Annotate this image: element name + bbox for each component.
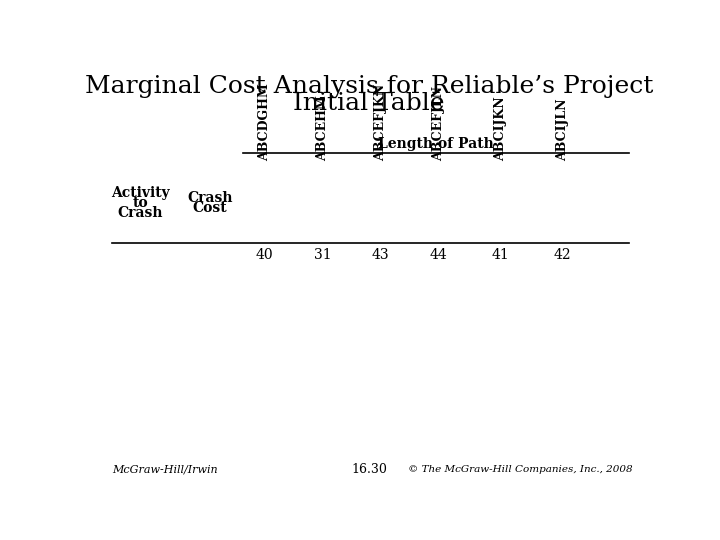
- Text: 31: 31: [314, 248, 331, 262]
- Text: 42: 42: [554, 248, 572, 262]
- Text: Initial Table: Initial Table: [293, 92, 445, 115]
- Text: ABCDGHM: ABCDGHM: [258, 83, 271, 161]
- Text: 43: 43: [372, 248, 390, 262]
- Text: Activity: Activity: [111, 186, 170, 200]
- Text: ABCIJKN: ABCIJKN: [494, 97, 508, 161]
- Text: Cost: Cost: [193, 201, 228, 215]
- Text: ABCEHM: ABCEHM: [316, 95, 329, 161]
- Text: Marginal Cost Analysis for Reliable’s Project: Marginal Cost Analysis for Reliable’s Pr…: [85, 75, 653, 98]
- Text: to: to: [132, 197, 148, 211]
- Text: 41: 41: [492, 248, 510, 262]
- Text: Length of Path: Length of Path: [378, 137, 494, 151]
- Text: McGraw-Hill/Irwin: McGraw-Hill/Irwin: [112, 464, 217, 474]
- Text: ABCIJLN: ABCIJLN: [557, 98, 570, 161]
- Text: 16.30: 16.30: [351, 463, 387, 476]
- Text: 44: 44: [430, 248, 448, 262]
- Text: Crash: Crash: [187, 191, 233, 205]
- Text: 40: 40: [256, 248, 273, 262]
- Text: © The McGraw-Hill Companies, Inc., 2008: © The McGraw-Hill Companies, Inc., 2008: [408, 464, 632, 474]
- Text: Crash: Crash: [117, 206, 163, 220]
- Text: ABCEFJLN: ABCEFJLN: [432, 86, 445, 161]
- Text: ABCEFJKN: ABCEFJKN: [374, 84, 387, 161]
